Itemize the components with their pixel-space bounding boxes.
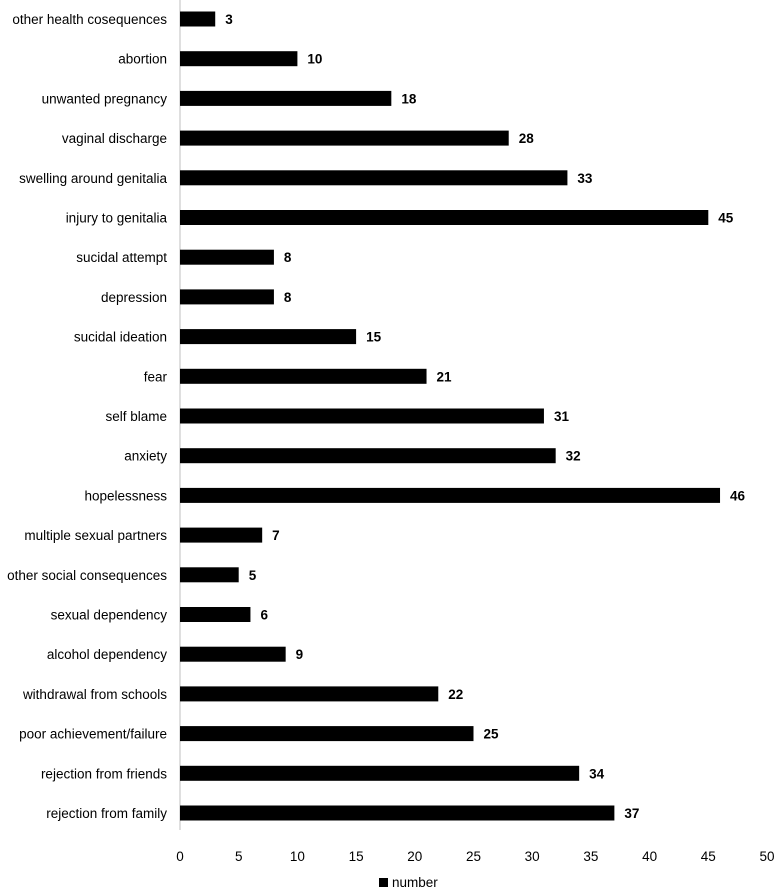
bar — [180, 11, 216, 27]
bar — [180, 765, 580, 781]
category-label: anxiety — [124, 449, 167, 464]
category-label: sucidal ideation — [74, 330, 167, 345]
category-label: fear — [144, 369, 168, 384]
bar — [180, 249, 274, 265]
legend-label: number — [392, 875, 438, 890]
bar — [180, 448, 556, 464]
x-tick-label: 25 — [466, 849, 481, 864]
category-label: sexual dependency — [51, 608, 168, 623]
category-label: rejection from family — [46, 806, 167, 821]
data-label: 18 — [401, 91, 417, 106]
data-label: 32 — [566, 449, 581, 464]
category-label: unwanted pregnancy — [42, 91, 168, 106]
data-label: 37 — [624, 806, 639, 821]
category-label: vaginal discharge — [62, 131, 167, 146]
bar — [180, 686, 439, 702]
data-label: 31 — [554, 409, 570, 424]
data-label: 33 — [577, 171, 593, 186]
bar — [180, 607, 251, 622]
bar — [180, 527, 263, 543]
data-label: 6 — [260, 608, 268, 623]
category-label: alcohol dependency — [47, 647, 167, 662]
data-label: 28 — [519, 131, 535, 146]
data-label: 45 — [718, 211, 734, 226]
category-label: other social consequences — [7, 568, 167, 583]
x-tick-label: 15 — [349, 849, 364, 864]
bar — [180, 90, 392, 106]
category-label: sucidal attempt — [76, 250, 167, 265]
x-tick-label: 0 — [176, 849, 184, 864]
x-tick-label: 50 — [759, 849, 774, 864]
x-tick-label: 45 — [701, 849, 716, 864]
legend-swatch — [379, 878, 388, 887]
data-label: 10 — [307, 52, 322, 67]
bar — [180, 51, 298, 67]
x-tick-label: 40 — [642, 849, 657, 864]
bar — [180, 408, 544, 424]
x-tick-label: 10 — [290, 849, 305, 864]
data-label: 21 — [437, 369, 453, 384]
data-label: 22 — [448, 687, 463, 702]
x-tick-label: 35 — [583, 849, 598, 864]
category-label: multiple sexual partners — [24, 528, 167, 543]
category-label: hopelessness — [84, 488, 167, 503]
data-label: 34 — [589, 766, 605, 781]
data-label: 8 — [284, 250, 292, 265]
bar — [180, 329, 357, 345]
category-label: depression — [101, 290, 167, 305]
bar — [180, 567, 239, 583]
bar — [180, 646, 286, 662]
bar — [180, 170, 568, 186]
category-label: other health cosequences — [12, 12, 167, 27]
bar — [180, 130, 509, 146]
data-label: 46 — [730, 488, 746, 503]
data-label: 3 — [225, 12, 233, 27]
data-label: 5 — [249, 568, 257, 583]
data-label: 25 — [484, 727, 500, 742]
data-label: 9 — [296, 647, 304, 662]
x-tick-label: 5 — [235, 849, 243, 864]
data-label: 15 — [366, 330, 382, 345]
bar — [180, 210, 709, 225]
bar — [180, 726, 474, 742]
category-label: poor achievement/failure — [19, 727, 167, 742]
category-label: withdrawal from schools — [22, 687, 167, 702]
category-label: self blame — [105, 409, 167, 424]
category-label: rejection from friends — [41, 766, 167, 781]
bar — [180, 805, 615, 821]
category-label: abortion — [118, 52, 167, 67]
category-label: swelling around genitalia — [19, 171, 167, 186]
data-label: 7 — [272, 528, 280, 543]
category-label: injury to genitalia — [66, 211, 168, 226]
bar — [180, 289, 274, 305]
x-tick-label: 30 — [525, 849, 540, 864]
bar — [180, 487, 721, 503]
x-tick-label: 20 — [407, 849, 422, 864]
data-label: 8 — [284, 290, 292, 305]
bar — [180, 368, 427, 384]
